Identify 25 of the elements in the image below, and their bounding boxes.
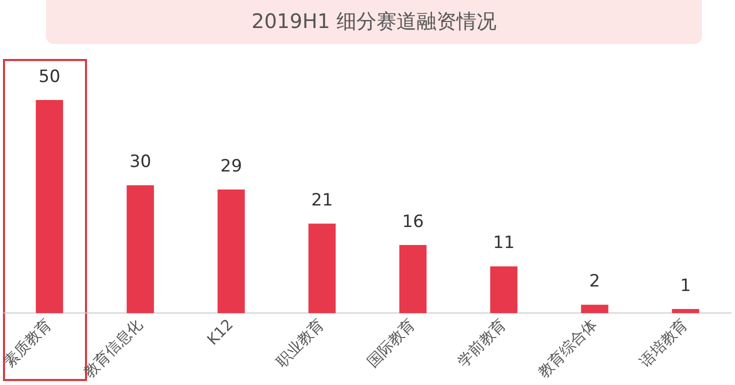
data-label: 11	[492, 233, 515, 254]
bar	[581, 304, 608, 314]
data-label: 16	[402, 212, 424, 232]
title-banner: 2019H1 细分赛道融资情况	[46, 0, 702, 44]
bar	[399, 245, 427, 314]
data-label: 1	[680, 276, 691, 296]
bar	[126, 185, 154, 314]
data-label: 30	[129, 152, 152, 172]
x-tick-label: 素质教育	[0, 315, 56, 371]
bar	[308, 224, 336, 314]
x-tick-label: 国际教育	[363, 315, 419, 371]
bar	[218, 190, 245, 314]
bar	[490, 266, 518, 314]
x-tick-label: 职业教育	[272, 315, 328, 371]
x-tick-label: 语培教育	[636, 315, 692, 371]
data-label: 21	[311, 190, 333, 211]
x-tick-label: K12	[204, 315, 237, 349]
data-label: 2	[589, 272, 600, 292]
data-label: 50	[38, 66, 60, 87]
bar	[672, 308, 700, 314]
bar	[36, 100, 64, 314]
x-tick-label: 教育信息化	[80, 315, 146, 382]
x-tick-label: 学前教育	[454, 315, 510, 371]
x-tick-label: 教育综合体	[534, 315, 600, 382]
data-label: 29	[220, 156, 242, 176]
